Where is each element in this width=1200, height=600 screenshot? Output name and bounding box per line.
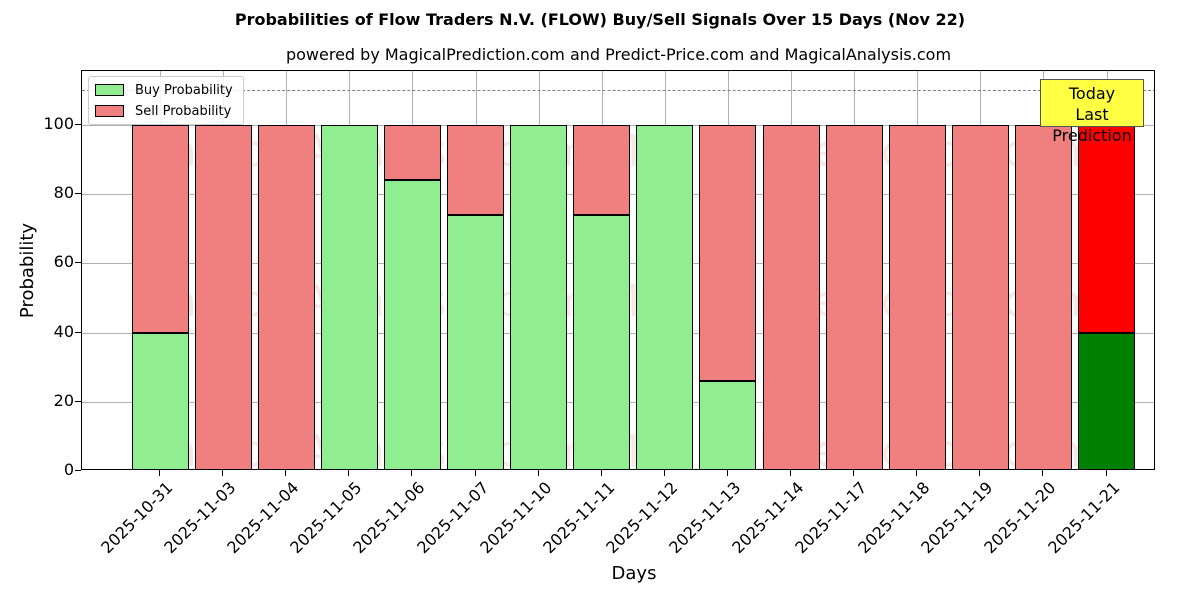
bar-sell [888, 125, 946, 469]
x-tick-mark [222, 470, 224, 476]
y-tick-mark [75, 262, 81, 264]
bar-sell [1014, 125, 1072, 469]
bar-sell [194, 125, 252, 469]
bar-sell [383, 125, 441, 181]
bar-sell [1078, 125, 1135, 333]
legend: Buy Probability Sell Probability [88, 76, 244, 125]
annotation-line-2: Last Prediction [1052, 105, 1132, 145]
x-tick-mark [474, 470, 476, 476]
bar-sell [573, 125, 631, 215]
y-tick-label: 20 [53, 390, 74, 410]
x-tick-mark [790, 470, 791, 476]
bar-sell [699, 125, 757, 382]
x-tick-mark [853, 470, 855, 476]
y-tick-mark [75, 331, 81, 333]
y-tick-mark [75, 124, 81, 125]
y-tick-label: 0 [63, 460, 74, 479]
y-tick-label: 40 [53, 321, 74, 341]
x-tick-mark [663, 470, 665, 476]
bar-sell [131, 125, 189, 333]
x-tick-mark [1105, 470, 1107, 476]
chart-subtitle: powered by MagicalPrediction.com and Pre… [285, 45, 952, 64]
y-tick-mark [75, 470, 81, 471]
x-tick-mark [916, 470, 918, 476]
x-tick-mark [600, 470, 602, 476]
x-tick-mark [285, 470, 287, 476]
bar-sell [762, 125, 820, 469]
x-tick-mark [537, 470, 539, 476]
x-tick-mark [726, 470, 728, 476]
y-tick-mark [75, 400, 81, 402]
bar-buy [510, 125, 568, 469]
buy-swatch [95, 84, 124, 96]
chart-title: Probabilities of Flow Traders N.V. (FLOW… [234, 10, 966, 29]
bar-buy [1078, 332, 1135, 469]
x-tick-mark [411, 470, 413, 476]
y-tick-label: 80 [53, 183, 74, 203]
legend-label-buy: Buy Probability [135, 82, 233, 98]
sell-swatch [95, 105, 124, 117]
plot-area: MagicalAnalysis.comMagicalPrediction.com… [81, 70, 1155, 470]
legend-item-sell: Sell Probability [95, 103, 231, 119]
annotation-line-1: Today [1068, 84, 1116, 103]
reference-line [82, 90, 1154, 92]
bar-buy [636, 125, 694, 469]
legend-item-buy: Buy Probability [95, 82, 233, 98]
x-axis-title: Days [611, 563, 657, 584]
bar-buy [699, 381, 757, 469]
x-tick-mark [348, 470, 350, 476]
bar-buy [447, 214, 504, 469]
bar-buy [131, 332, 189, 469]
bar-sell [951, 125, 1009, 469]
y-tick-mark [75, 193, 81, 195]
today-annotation: Today Last Prediction [1040, 79, 1144, 145]
legend-label-sell: Sell Probability [135, 103, 232, 119]
y-tick-label: 60 [53, 252, 74, 272]
x-tick-mark [979, 470, 981, 476]
x-tick-mark [159, 470, 160, 476]
bar-buy [320, 125, 378, 469]
bar-buy [573, 214, 631, 469]
bar-buy [383, 180, 441, 469]
y-tick-label: 100 [43, 114, 74, 133]
bar-sell [447, 125, 504, 215]
x-tick-mark [1042, 470, 1044, 476]
bar-sell [257, 125, 315, 469]
bar-sell [825, 125, 883, 469]
y-axis-title: Probability [17, 222, 39, 319]
